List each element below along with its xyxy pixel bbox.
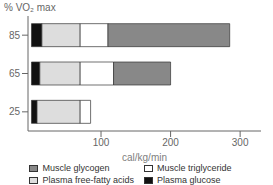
- html-text:Plasma glucose: Plasma glucose: [157, 175, 221, 185]
- svg-text:65: 65: [9, 68, 21, 79]
- svg-text:100: 100: [93, 137, 110, 148]
- svg-text:85: 85: [9, 30, 21, 41]
- svg-text:25: 25: [9, 106, 21, 117]
- html-text:% VO₂ max: % VO₂ max: [4, 2, 56, 13]
- html-text:Plasma free-fatty acids: Plasma free-fatty acids: [42, 175, 134, 185]
- svg-text:200: 200: [162, 137, 179, 148]
- html-text:Muscle triglyceride: Muscle triglyceride: [157, 163, 232, 173]
- svg-text:cal/kg/min: cal/kg/min: [122, 152, 167, 163]
- html-text:Muscle glycogen: Muscle glycogen: [42, 163, 110, 173]
- svg-text:300: 300: [232, 137, 249, 148]
